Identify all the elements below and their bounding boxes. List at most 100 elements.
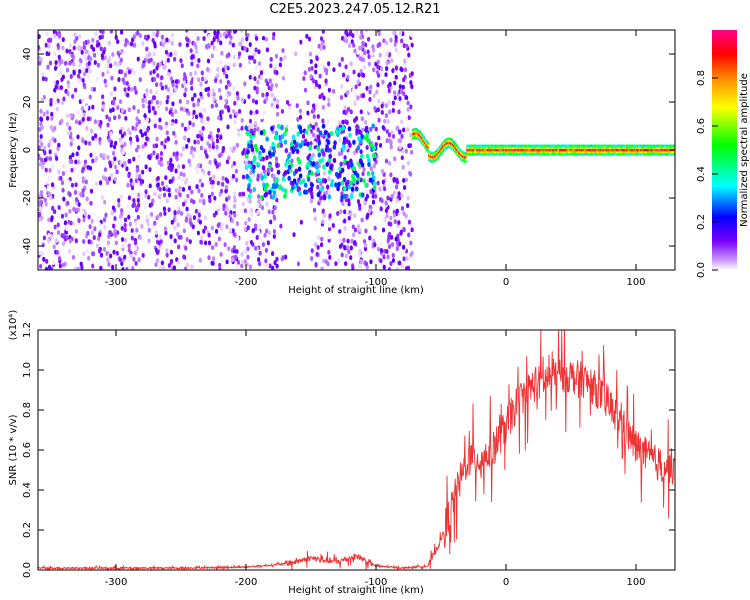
heatmap-cell <box>395 240 399 246</box>
heatmap-cell <box>101 30 105 35</box>
heatmap-cell <box>264 78 268 84</box>
heatmap-cell <box>397 191 401 197</box>
heatmap-cell <box>169 52 173 57</box>
heatmap-cell <box>74 228 79 234</box>
heatmap-cell <box>334 129 339 135</box>
heatmap-cell <box>279 142 284 148</box>
heatmap-cell <box>61 164 66 169</box>
heatmap-cell <box>145 54 149 59</box>
heatmap-cell <box>137 257 141 263</box>
heatmap-cell <box>182 254 186 260</box>
heatmap-cell <box>198 133 202 139</box>
heatmap-cell <box>398 260 402 266</box>
heatmap-cell <box>271 209 275 215</box>
heatmap-cell <box>177 259 181 265</box>
heatmap-cell <box>342 176 347 183</box>
heatmap-cell <box>60 77 64 82</box>
heatmap-cell <box>401 244 406 250</box>
heatmap-cell <box>133 42 137 48</box>
heatmap-cell <box>407 219 412 225</box>
heatmap-cell <box>74 182 78 188</box>
heatmap-cell <box>326 139 331 145</box>
heatmap-cell <box>214 46 218 52</box>
heatmap-cell <box>395 198 399 204</box>
heatmap-cell <box>364 30 369 33</box>
heatmap-cell <box>265 136 269 142</box>
heatmap-cell <box>361 41 365 47</box>
heatmap-cell <box>345 138 349 144</box>
heatmap-cell <box>244 160 248 166</box>
heatmap-cell <box>272 234 276 239</box>
heatmap-cell <box>276 98 280 104</box>
heatmap-cell <box>375 70 380 75</box>
heatmap-cell <box>269 219 273 225</box>
heatmap-cell <box>112 144 117 150</box>
heatmap-cell <box>207 170 211 176</box>
heatmap-cell <box>149 70 153 76</box>
heatmap-cell <box>340 150 344 156</box>
heatmap-cell <box>394 47 398 53</box>
heatmap-cell <box>366 138 371 144</box>
heatmap-cell <box>384 103 388 109</box>
heatmap-cell <box>246 196 250 202</box>
heatmap-cell <box>193 41 197 47</box>
snr-panel: -300 -200 -100 0 100 0.00.20.40.60.81.01.2 H… <box>8 310 676 596</box>
heatmap-cell <box>172 130 176 136</box>
heatmap-cell <box>190 55 194 61</box>
heatmap-cell <box>179 234 183 240</box>
heatmap-cell <box>191 122 196 128</box>
heatmap-cell <box>299 39 303 45</box>
heatmap-cell <box>390 234 394 240</box>
heatmap-cell <box>225 53 229 59</box>
heatmap-cell <box>309 190 314 196</box>
heatmap-cell <box>321 177 326 183</box>
heatmap-cell <box>371 193 375 199</box>
heatmap-cell <box>324 78 328 84</box>
heatmap-cell <box>287 153 291 159</box>
heatmap-cell <box>234 264 239 270</box>
heatmap-cell <box>39 108 43 114</box>
heatmap-cell <box>104 212 108 218</box>
heatmap-cell <box>673 151 675 154</box>
heatmap-cell <box>304 189 309 195</box>
heatmap-cell <box>98 232 102 238</box>
heatmap-cell <box>165 130 169 136</box>
heatmap-cell <box>349 180 353 186</box>
heatmap-cell <box>241 97 245 103</box>
heatmap-cell <box>307 36 312 42</box>
heatmap-cell <box>232 146 236 151</box>
heatmap-cell <box>91 104 95 110</box>
heatmap-cell <box>342 109 346 115</box>
heatmap-cell <box>164 230 168 236</box>
heatmap-cell <box>138 235 142 241</box>
heatmap-cell <box>119 30 124 35</box>
heatmap-cell <box>76 73 81 79</box>
heatmap-cell <box>259 70 264 75</box>
heatmap-cell <box>227 246 231 251</box>
heatmap-cell <box>362 166 366 172</box>
heatmap-cell <box>249 128 254 134</box>
heatmap-cell <box>44 167 48 173</box>
y-tick-label: 0.6 <box>22 442 33 458</box>
heatmap-cell <box>152 143 156 149</box>
heatmap-cell <box>224 84 229 90</box>
heatmap-cell <box>80 49 84 55</box>
heatmap-cell <box>214 78 218 84</box>
heatmap-cell <box>310 170 314 177</box>
heatmap-cell <box>181 164 186 170</box>
heatmap-cell <box>234 111 239 117</box>
snr-y-axis: 0.00.20.40.60.81.01.2 <box>22 322 675 578</box>
heatmap-cell <box>40 157 44 163</box>
heatmap-cell <box>367 61 371 67</box>
heatmap-cell <box>169 167 173 173</box>
heatmap-cell <box>162 38 166 43</box>
heatmap-cell <box>265 155 269 161</box>
heatmap-cell <box>155 220 159 226</box>
heatmap-cell <box>212 174 216 180</box>
heatmap-cell <box>371 199 376 205</box>
heatmap-cell <box>93 226 97 232</box>
heatmap-cell <box>240 118 244 123</box>
heatmap-cell <box>54 156 59 161</box>
heatmap-cell <box>386 254 390 260</box>
